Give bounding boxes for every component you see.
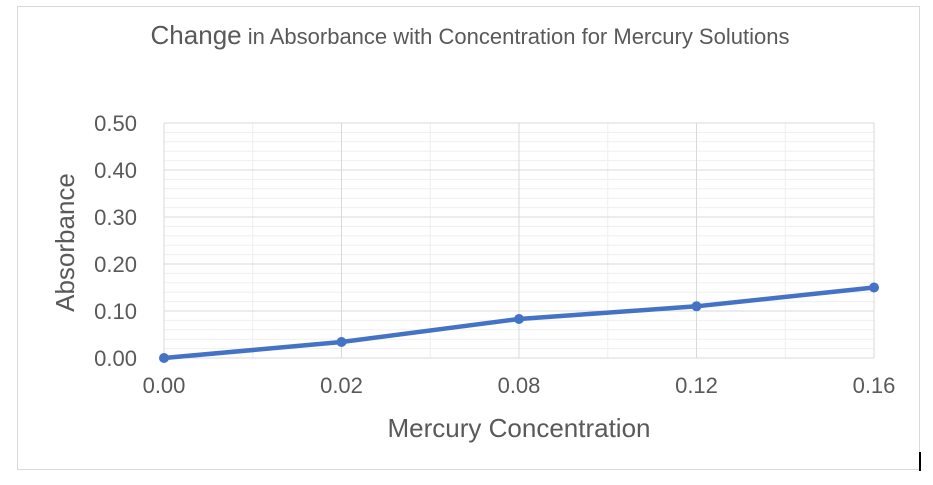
data-point [159, 353, 169, 363]
y-tick-label: 0.00 [94, 346, 137, 371]
chart-title-rest: in Absorbance with Concentration for Mer… [241, 24, 790, 49]
x-tick-label: 0.16 [853, 373, 896, 398]
x-tick-label: 0.08 [498, 373, 541, 398]
major-gridlines [163, 122, 875, 359]
x-tick-label: 0.02 [320, 373, 363, 398]
y-tick-label: 0.50 [94, 111, 137, 136]
x-axis-ticks: 0.00 0.02 0.08 0.12 0.16 [143, 373, 896, 398]
x-tick-label: 0.12 [675, 373, 718, 398]
chart-title: Change in Absorbance with Concentration … [120, 18, 820, 54]
chart-frame [17, 6, 920, 470]
y-tick-label: 0.30 [94, 205, 137, 230]
data-point [336, 337, 347, 348]
corner-mark [919, 452, 921, 471]
y-tick-label: 0.40 [94, 158, 137, 183]
chart-title-lead: Change [150, 20, 242, 50]
y-axis-title: Absorbance [50, 173, 80, 312]
x-tick-label: 0.00 [143, 373, 186, 398]
y-tick-label: 0.20 [94, 252, 137, 277]
data-point [514, 313, 524, 324]
y-tick-label: 0.10 [94, 299, 137, 324]
data-point [691, 301, 702, 312]
y-axis-ticks: 0.00 0.10 0.20 0.30 0.40 0.50 [94, 111, 137, 371]
data-point [869, 282, 879, 293]
series-group [159, 282, 879, 363]
x-axis-title: Mercury Concentration [388, 413, 651, 443]
